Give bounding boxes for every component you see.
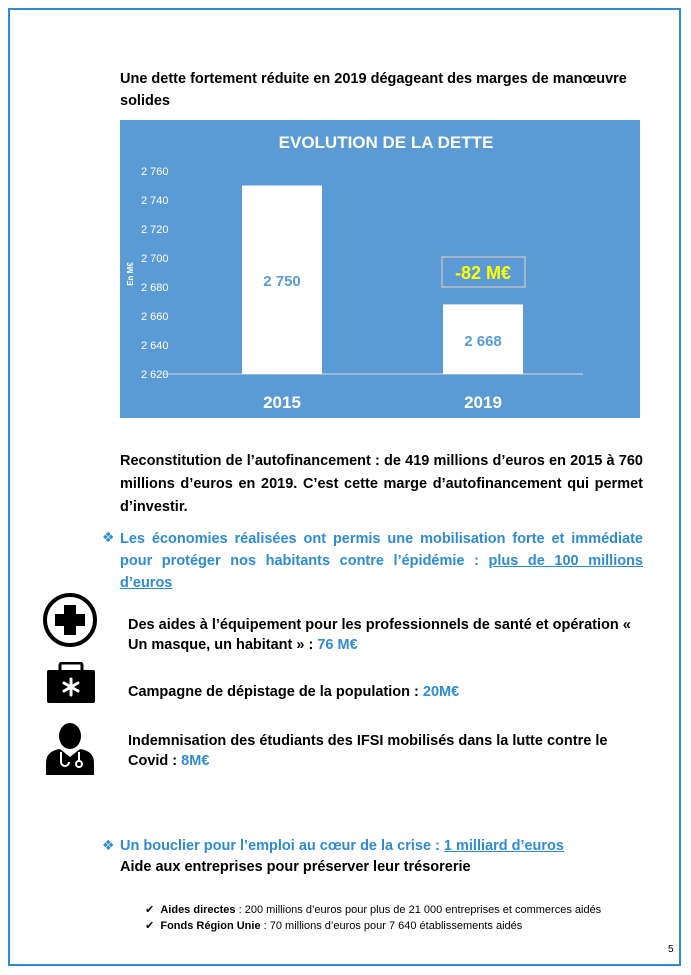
item-depistage: Campagne de dépistage de la population :… — [128, 682, 638, 702]
debt-chart: EVOLUTION DE LA DETTE En M€ 2 620 2 640 2 … — [120, 120, 640, 418]
page-number: 5 — [668, 944, 674, 955]
check-icon: ✔ — [145, 920, 155, 932]
bouclier-text: Un bouclier pour l’emploi au cœur de la … — [120, 838, 444, 854]
x-category-label: 2019 — [464, 393, 502, 412]
aide-text-2: : 70 millions d’euros pour 7 640 établis… — [260, 920, 523, 932]
annotation-box — [441, 256, 526, 288]
item-equipement-text: Des aides à l’équipement pour les profes… — [128, 617, 631, 653]
aide-label-2: Fonds Région Unie — [160, 920, 261, 932]
bouclier-subtitle: Aide aux entreprises pour préserver leur… — [120, 859, 471, 875]
economies-text: Les économies réalisées ont permis une m… — [120, 531, 643, 569]
aide-item-2: ✔ Fonds Région Unie : 70 millions d’euro… — [145, 918, 665, 934]
y-tick-label: 2 760 — [141, 166, 169, 178]
economies-amount: plus de 100 millions d’euros — [120, 553, 643, 591]
economies-paragraph: Les économies réalisées ont permis une m… — [120, 528, 643, 594]
aide-item-1: ✔ Aides directes : 200 millions d’euros … — [145, 902, 665, 918]
page-border — [8, 8, 681, 966]
y-axis-label: En M€ — [126, 262, 135, 286]
x-category-label: 2015 — [263, 393, 301, 412]
bullet-diamond-icon: ❖ — [102, 529, 115, 545]
bullet-diamond-icon-2: ❖ — [102, 837, 115, 853]
check-icon: ✔ — [145, 904, 155, 916]
bar-2015 — [242, 185, 322, 374]
bouclier-heading: Un bouclier pour l’emploi au cœur de la … — [120, 835, 643, 857]
y-tick-label: 2 620 — [141, 369, 169, 381]
y-tick-label: 2 680 — [141, 282, 169, 294]
doctor-icon — [46, 723, 94, 775]
chart-title: EVOLUTION DE LA DETTE — [279, 133, 494, 152]
aide-label-1: Aides directes — [160, 904, 236, 916]
autofinancement-paragraph: Reconstitution de l’autofinancement : de… — [120, 453, 643, 515]
item-ifsi-value: 8M€ — [181, 753, 210, 769]
y-tick-label: 2 720 — [141, 224, 169, 236]
debt-chart-svg: EVOLUTION DE LA DETTE En M€ 2 620 2 640 2 … — [126, 133, 583, 412]
medical-kit-icon — [47, 662, 95, 703]
intro-heading: Une dette fortement réduite en 2019 déga… — [120, 71, 627, 109]
bar-2019 — [443, 304, 523, 374]
item-depistage-text: Campagne de dépistage de la population : — [128, 684, 423, 700]
item-equipement-value: 76 M€ — [317, 637, 358, 653]
medical-cross-icon — [43, 593, 97, 647]
y-tick-label: 2 660 — [141, 311, 169, 323]
bar-value-label: 2 750 — [263, 273, 301, 290]
item-equipement: Des aides à l’équipement pour les profes… — [128, 615, 638, 655]
bouclier-amount: 1 milliard d’euros — [443, 838, 564, 854]
aide-text-1: : 200 millions d’euros pour plus de 21 0… — [235, 904, 602, 916]
y-tick-label: 2 640 — [141, 340, 169, 352]
item-ifsi-text: Indemnisation des étudiants des IFSI mob… — [128, 733, 608, 769]
item-depistage-value: 20M€ — [422, 684, 460, 700]
item-ifsi: Indemnisation des étudiants des IFSI mob… — [128, 731, 638, 771]
y-tick-label: 2 740 — [141, 195, 169, 207]
y-tick-label: 2 700 — [141, 253, 169, 265]
difference-annotation: -82 M€ — [455, 263, 511, 283]
bar-value-label: 2 668 — [464, 333, 502, 350]
